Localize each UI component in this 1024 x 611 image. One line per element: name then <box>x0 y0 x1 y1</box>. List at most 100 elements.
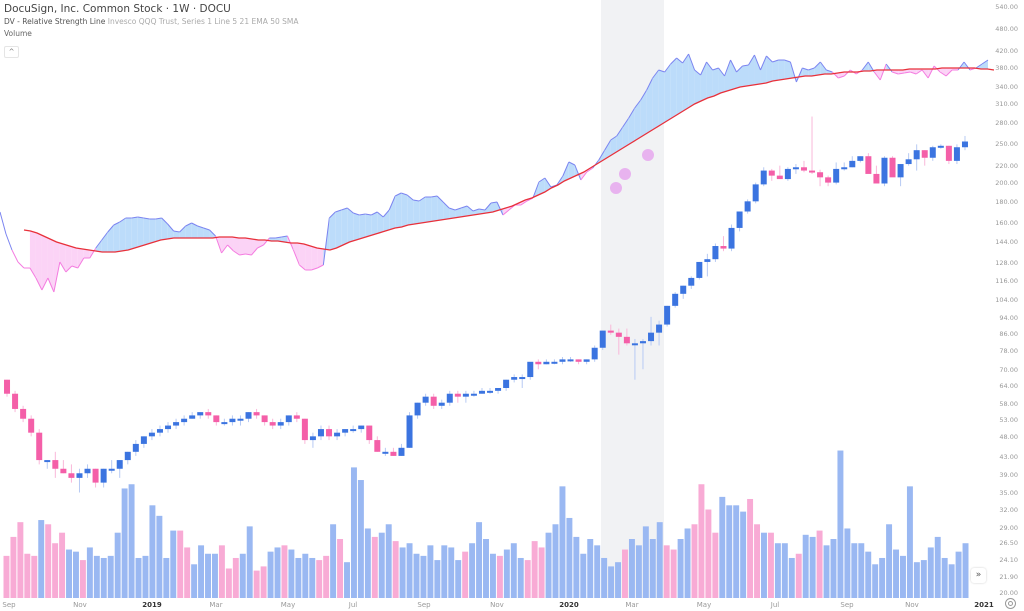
candle-body <box>776 175 783 180</box>
rs-area-fill <box>347 208 354 244</box>
volume-bar <box>357 480 364 598</box>
candle-body <box>752 184 759 202</box>
candle-body <box>656 324 663 333</box>
y-axis-label: 43.00 <box>999 453 1018 461</box>
candle-body <box>953 147 960 161</box>
y-axis-label: 104.00 <box>995 296 1018 304</box>
rs-line-segment <box>520 200 528 206</box>
rs-line-segment <box>885 63 893 73</box>
rs-area-fill <box>491 202 497 213</box>
volume-bar <box>622 549 628 598</box>
volume-bar <box>371 536 378 598</box>
volume-bar <box>844 528 851 598</box>
rs-area-fill <box>71 246 78 268</box>
rs-area-fill <box>568 162 575 179</box>
rs-area-fill <box>131 217 138 249</box>
rs-line-segment <box>317 264 324 269</box>
rs-area-fill <box>299 243 306 270</box>
chevron-up-icon: ^ <box>8 48 15 56</box>
rs-line-segment <box>257 244 264 249</box>
rs-line-segment <box>544 177 552 188</box>
candle-body <box>809 170 816 173</box>
candle-body <box>575 359 582 362</box>
y-axis-label: 35.00 <box>999 489 1018 497</box>
rs-line-segment <box>436 195 444 203</box>
rs-area-fill <box>419 197 426 224</box>
volume-bar <box>754 524 761 598</box>
rs-area-fill <box>377 212 384 234</box>
volume-bar <box>86 547 93 598</box>
volume-bar <box>580 553 587 598</box>
candle-body <box>462 393 469 397</box>
candle-body <box>342 429 349 433</box>
rs-line-segment <box>861 61 869 71</box>
volume-bar <box>163 557 170 598</box>
volume-bar <box>705 509 712 598</box>
chart-settings-gear-icon[interactable] <box>1005 598 1016 609</box>
candle-body <box>768 170 775 176</box>
volume-bar <box>288 549 295 598</box>
y-axis-label: 21.90 <box>999 573 1018 581</box>
volume-bar <box>218 545 225 598</box>
volume-bar <box>510 543 517 598</box>
rs-line-segment <box>909 71 917 75</box>
volume-bar <box>184 547 191 598</box>
volume-bar <box>107 555 114 598</box>
candle-body <box>905 159 912 165</box>
rs-area-fill <box>712 68 719 97</box>
rs-line-segment <box>215 235 223 254</box>
candle-body <box>422 396 429 403</box>
candle-body <box>519 377 526 380</box>
rs-line-segment <box>77 257 85 269</box>
rs-area-fill <box>353 213 360 241</box>
collapse-legend-button[interactable]: ^ <box>4 46 19 58</box>
rs-line-segment <box>682 53 690 64</box>
rs-line-segment <box>346 207 354 214</box>
rs-area-fill <box>251 238 258 255</box>
volume-bar <box>927 547 934 598</box>
candle-body <box>664 305 671 325</box>
rs-area-fill <box>670 58 677 119</box>
double-chevron-right-icon: » <box>975 570 982 580</box>
rs-line-segment <box>784 59 791 63</box>
candle-body <box>623 336 630 344</box>
indicator-name[interactable]: DV - Relative Strength Line <box>4 17 106 26</box>
rs-line-segment <box>766 55 773 63</box>
rs-area-fill <box>311 246 318 270</box>
rs-line-segment <box>281 235 288 238</box>
candle-body <box>293 415 300 419</box>
candle-body <box>221 422 228 425</box>
rs-area-fill <box>191 223 198 238</box>
rs-area-fill <box>203 228 210 238</box>
rs-area-fill <box>443 202 450 220</box>
candle-body <box>116 460 123 469</box>
candle-body <box>567 359 574 362</box>
rs-area-fill <box>65 244 72 272</box>
volume-bar <box>837 450 844 598</box>
rs-line-segment <box>185 222 192 227</box>
rs-line-segment <box>478 208 486 211</box>
y-axis-label: 39.00 <box>999 471 1018 479</box>
candle-body <box>503 379 510 388</box>
y-axis-label: 250.00 <box>995 140 1018 148</box>
candle-body <box>535 361 542 365</box>
rs-line-segment <box>17 261 25 269</box>
scroll-to-latest-button[interactable]: » <box>971 568 986 583</box>
y-axis-label: 86.00 <box>999 330 1018 338</box>
candle-body <box>390 451 397 456</box>
candle-body <box>92 468 99 483</box>
x-axis-label: Sep <box>840 601 854 609</box>
rs-area-fill <box>137 217 144 248</box>
x-axis-label: Mar <box>625 601 638 609</box>
rs-area-fill <box>95 240 102 252</box>
x-axis-label: Jul <box>348 601 358 609</box>
rs-line-segment <box>353 212 360 216</box>
candle-body <box>599 330 606 348</box>
volume-legend[interactable]: Volume <box>4 29 32 38</box>
candle-body <box>205 412 212 416</box>
volume-bar <box>72 551 79 598</box>
y-axis-label: 128.00 <box>995 259 1018 267</box>
rs-area-fill <box>281 236 288 243</box>
